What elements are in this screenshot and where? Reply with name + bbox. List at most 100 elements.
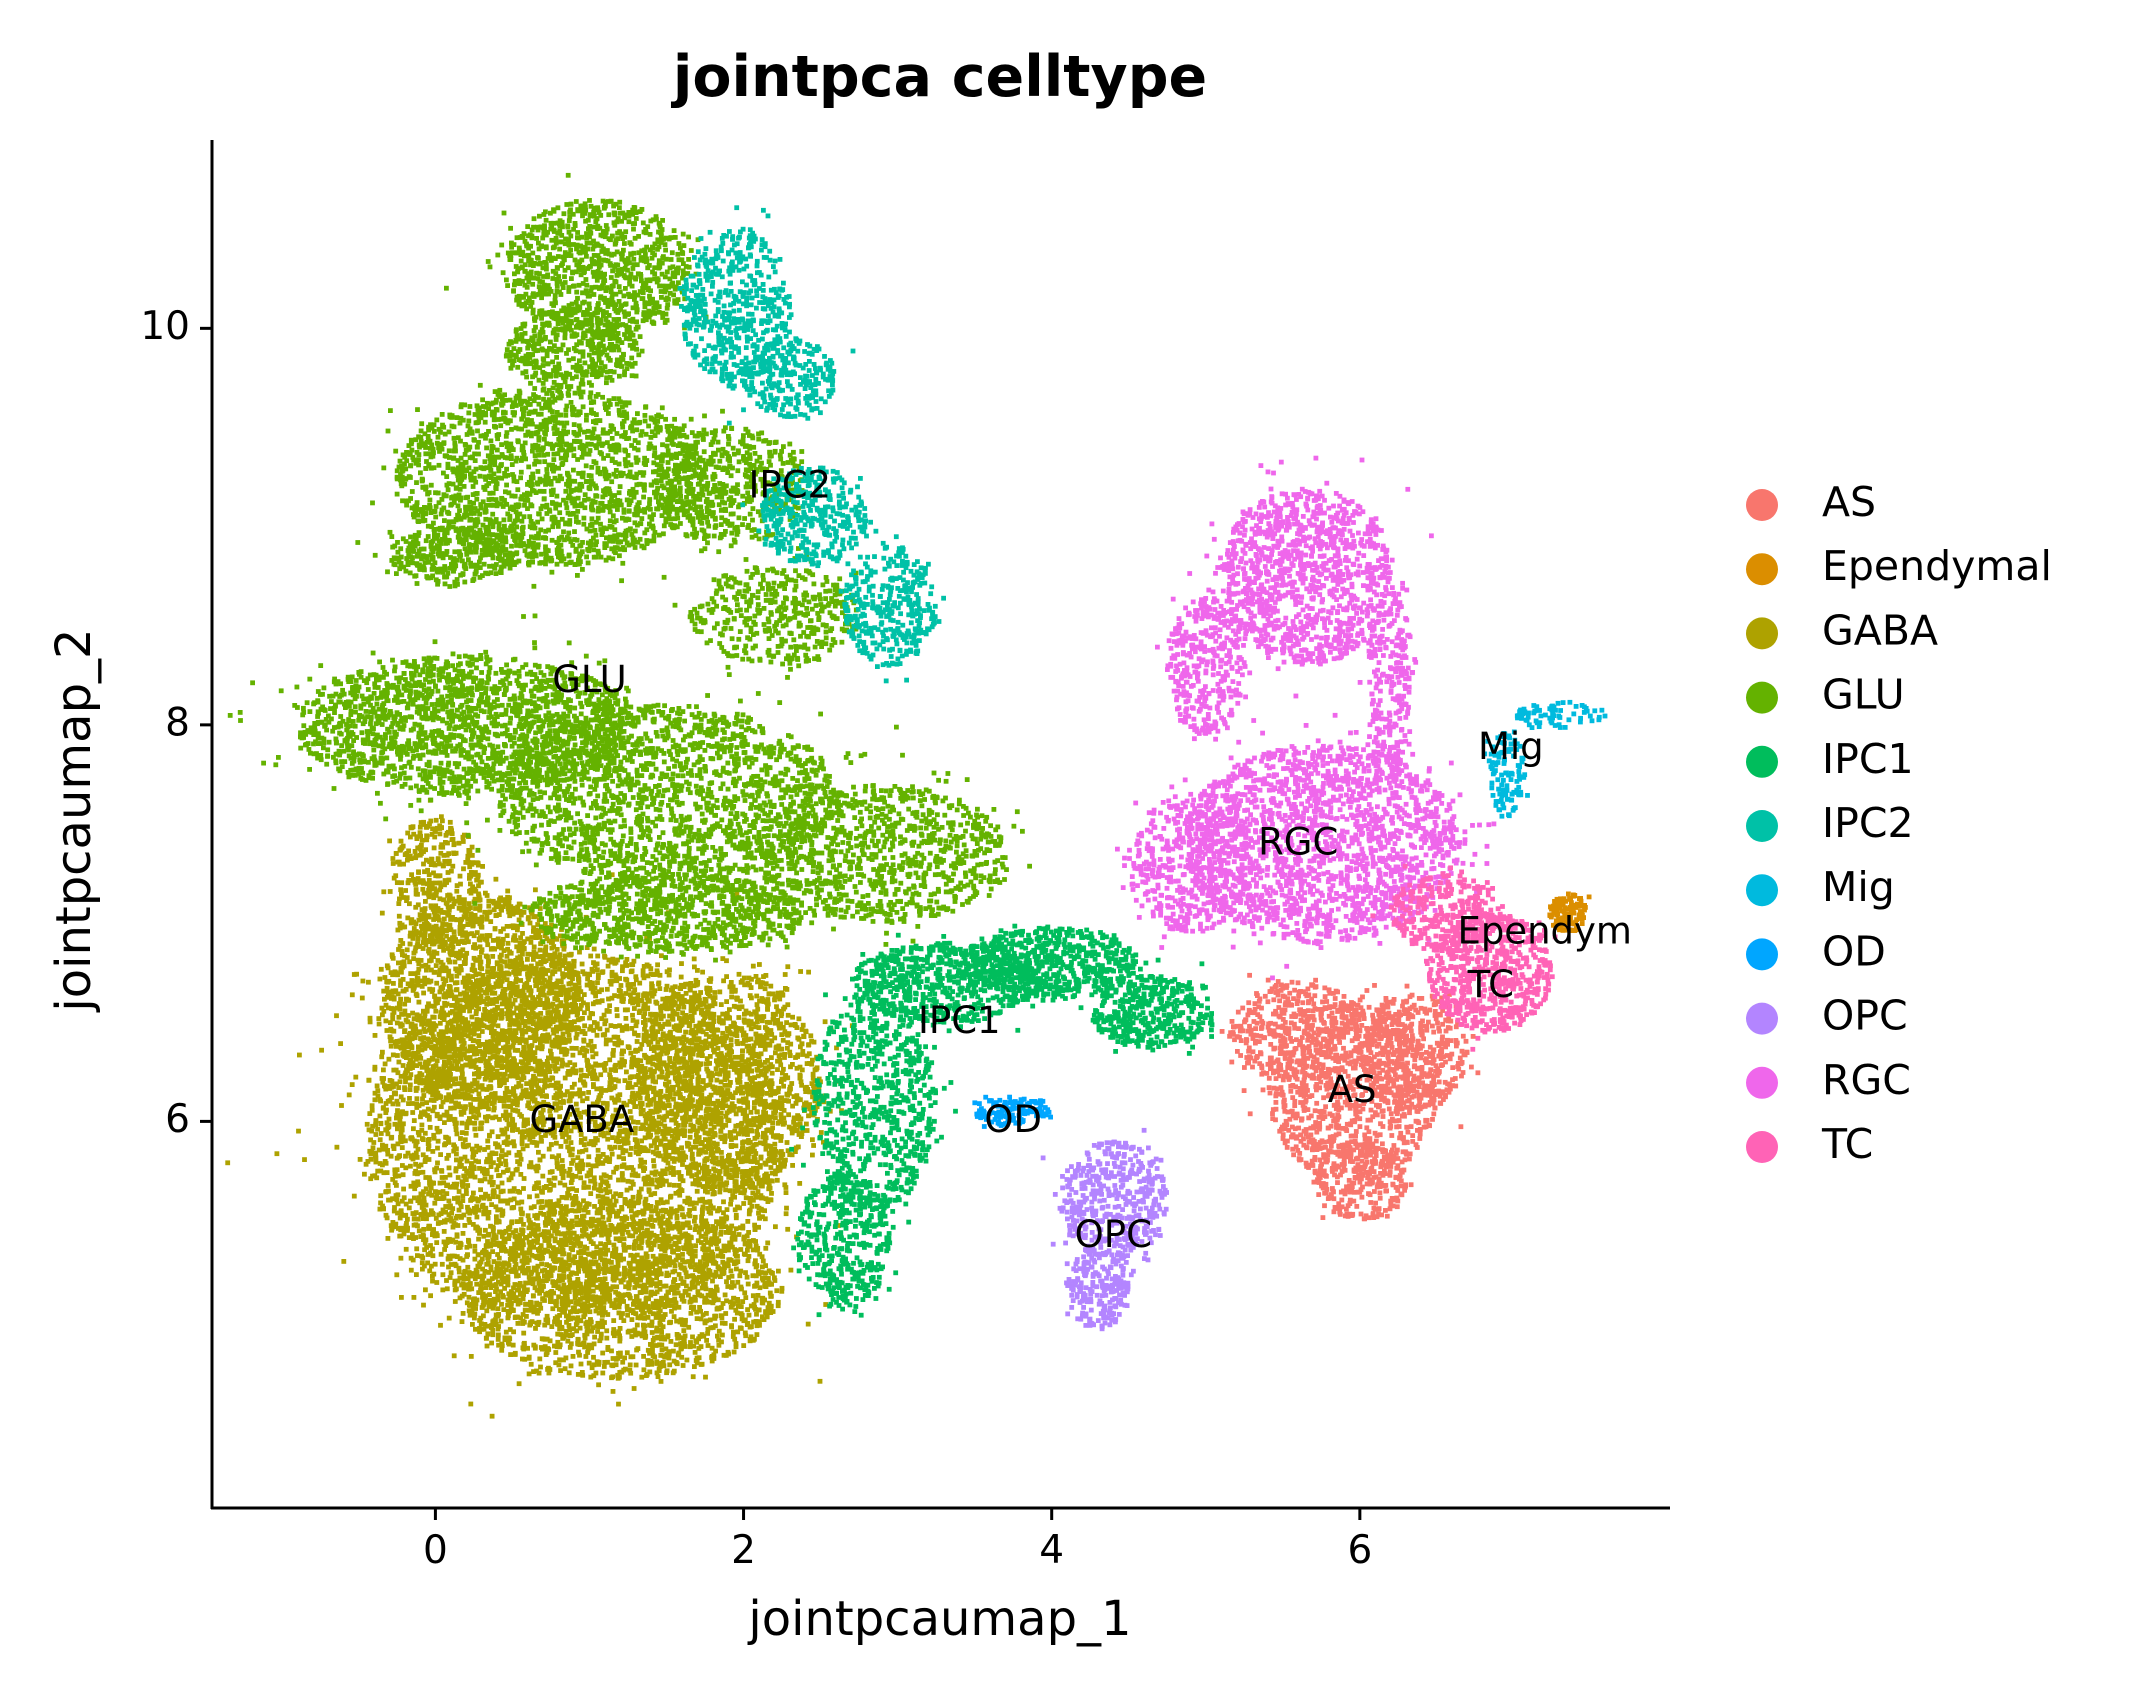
data-point [1308, 1132, 1314, 1138]
data-point [1390, 1014, 1396, 1019]
data-point [1273, 1076, 1279, 1081]
data-point [1567, 919, 1572, 925]
data-point [1574, 917, 1579, 922]
data-point [1308, 1024, 1313, 1029]
data-point [411, 1211, 417, 1217]
data-point [634, 1039, 640, 1044]
data-point [441, 1180, 447, 1186]
data-point [1431, 1096, 1437, 1102]
data-point [1410, 1088, 1416, 1093]
data-point [1376, 1180, 1382, 1186]
data-point [537, 1157, 543, 1163]
data-point [1455, 1061, 1461, 1066]
data-point [1316, 1076, 1322, 1081]
data-point [1367, 1171, 1372, 1176]
data-point [1291, 1049, 1297, 1055]
data-point [375, 1126, 380, 1132]
data-point [1282, 1020, 1288, 1025]
data-point [646, 1128, 652, 1133]
data-point [1253, 1026, 1258, 1031]
data-point [441, 1195, 447, 1201]
data-point [1460, 1033, 1466, 1039]
data-point [409, 1021, 415, 1027]
data-point [1578, 896, 1583, 901]
data-point [1376, 1033, 1381, 1038]
data-point [1406, 1025, 1412, 1031]
data-point [453, 1003, 458, 1008]
data-point [1282, 1097, 1287, 1103]
data-point [1348, 1050, 1354, 1056]
data-point [1458, 1124, 1464, 1130]
data-point [1395, 1093, 1401, 1099]
data-point [1297, 1151, 1303, 1156]
data-point [784, 1205, 789, 1211]
data-point [1248, 1031, 1254, 1037]
data-point [1348, 1026, 1354, 1032]
data-point [1342, 1069, 1348, 1074]
data-point [1238, 1023, 1244, 1029]
data-point [1365, 1148, 1370, 1154]
data-point [1571, 892, 1576, 898]
data-point [1284, 1122, 1290, 1128]
data-point [1438, 1012, 1443, 1018]
data-point [499, 1180, 505, 1186]
data-point [411, 1216, 417, 1222]
data-point [1310, 1146, 1316, 1151]
data-point [484, 1159, 489, 1165]
data-point [518, 1206, 524, 1212]
data-point [658, 1197, 664, 1203]
data-point [483, 1227, 488, 1233]
data-point [1254, 1020, 1260, 1026]
data-point [1305, 1008, 1311, 1013]
data-point [1413, 1053, 1419, 1059]
data-point [1348, 1149, 1354, 1155]
data-point [1397, 1052, 1403, 1058]
data-point [1331, 1196, 1337, 1202]
data-point [1326, 1139, 1332, 1144]
data-point [1309, 1027, 1314, 1032]
data-point [1336, 1007, 1341, 1013]
data-point [1455, 1064, 1460, 1070]
data-point [1395, 1147, 1400, 1153]
data-point [763, 1196, 769, 1202]
data-point [678, 974, 684, 980]
data-point [1418, 1020, 1424, 1026]
data-point [1376, 1104, 1381, 1110]
data-point [472, 1120, 478, 1126]
data-point [1388, 1201, 1394, 1207]
data-point [711, 1100, 717, 1106]
data-point [458, 1200, 463, 1206]
data-point [447, 1172, 453, 1178]
data-point [1421, 1036, 1426, 1042]
data-point [1401, 1140, 1407, 1146]
data-point [678, 1065, 684, 1071]
data-point [1343, 1144, 1348, 1149]
data-point [613, 1236, 619, 1242]
data-point [1317, 1168, 1323, 1174]
data-point [1346, 1053, 1352, 1059]
data-point [1310, 1137, 1316, 1143]
data-point [783, 1211, 789, 1217]
data-point [587, 1266, 593, 1271]
data-point [679, 1145, 684, 1151]
data-point [1391, 1143, 1397, 1148]
data-point [1234, 1034, 1240, 1039]
data-point [654, 1301, 659, 1307]
data-point [572, 1062, 578, 1068]
data-point [1312, 993, 1318, 999]
data-point [1304, 1045, 1310, 1051]
data-point [1348, 1085, 1354, 1090]
data-point [1385, 1162, 1391, 1168]
data-point [1250, 1049, 1256, 1055]
data-point [673, 1149, 679, 1155]
data-point [1380, 1114, 1386, 1119]
data-point [1337, 1152, 1343, 1158]
data-point [577, 1121, 583, 1127]
data-point [1374, 1214, 1380, 1220]
data-point [1266, 1027, 1272, 1033]
data-point [1340, 1126, 1346, 1131]
data-point [1559, 917, 1564, 923]
data-point [1430, 996, 1436, 1002]
data-point [1265, 999, 1271, 1005]
data-point [571, 1230, 577, 1236]
